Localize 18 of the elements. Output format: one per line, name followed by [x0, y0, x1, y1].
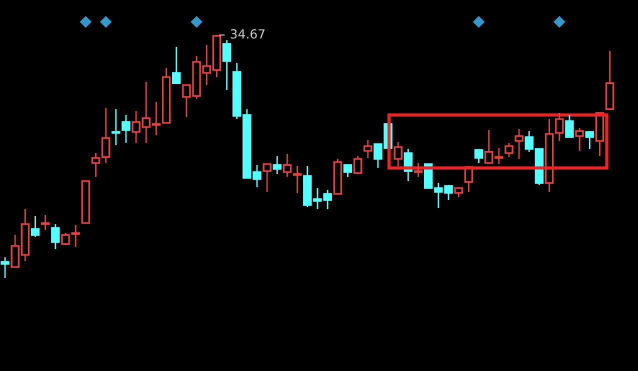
candlestick: [464, 165, 474, 193]
candlestick: [30, 215, 40, 238]
candlestick: [585, 130, 594, 150]
candlestick: [282, 153, 292, 178]
candlestick: [474, 148, 484, 164]
candlestick: [353, 155, 362, 175]
candlestick: [414, 162, 423, 178]
candlestick: [222, 39, 232, 91]
candlestick: [454, 186, 463, 198]
candlestick: [272, 155, 282, 175]
candlestick: [364, 139, 372, 159]
candlestick: [514, 128, 524, 160]
candlestick: [292, 165, 302, 194]
candlestick: [394, 141, 402, 167]
candlestick: [112, 108, 120, 146]
annotation: 34.67: [230, 29, 265, 39]
candlestick: [40, 214, 50, 231]
candlestick: [51, 223, 60, 250]
